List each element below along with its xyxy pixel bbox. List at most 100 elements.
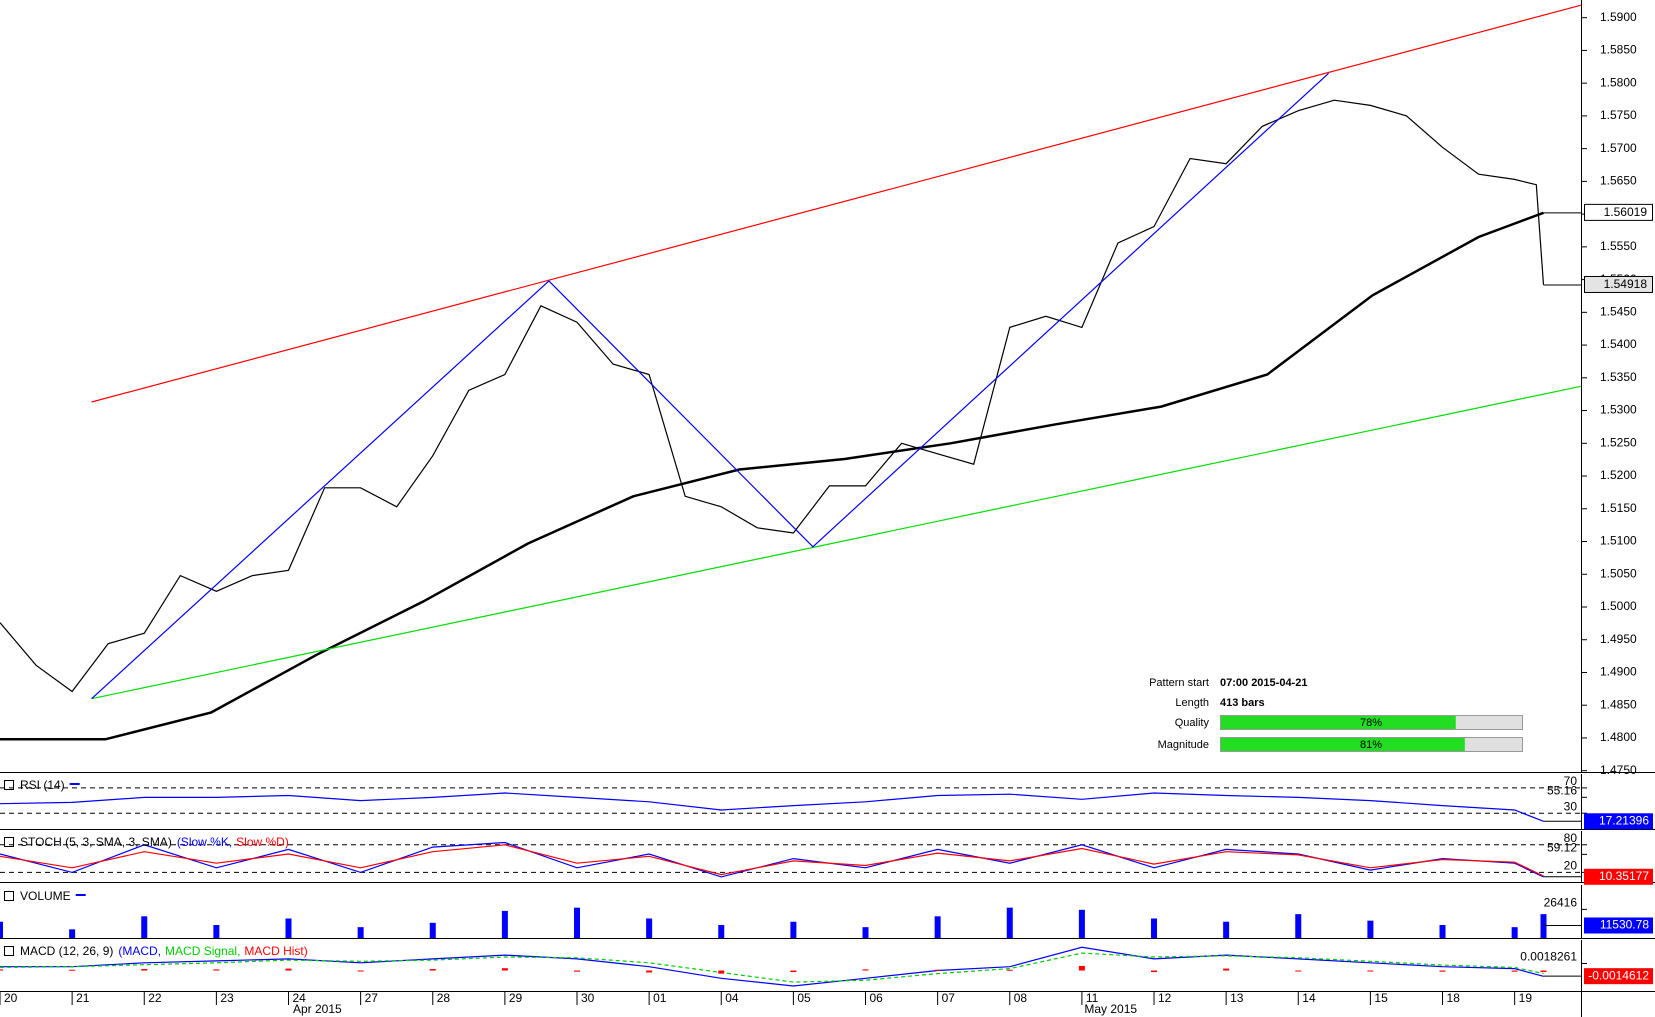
x-tick-label: 08 [1014,991,1028,1005]
y-tick-label: 70 [1564,774,1578,788]
marker-label: 11530.78 [1600,918,1649,932]
y-tick-label: 26416 [1544,896,1578,910]
bar [862,927,869,938]
legend-entry: (Slow %K, [177,835,232,849]
marker-box [1584,868,1653,885]
bar [141,916,148,938]
price-marker-label: 1.54918 [1604,277,1648,291]
bar [1439,924,1446,938]
bar [574,907,581,938]
bar [285,918,292,938]
bar [429,922,436,938]
y-tick-label: 1.4850 [1600,697,1637,711]
x-tick-label: 05 [797,991,811,1005]
marker-box [1584,813,1653,830]
y-tick-label: 1.4900 [1600,665,1637,679]
y-tick-label: 1.4950 [1600,632,1637,646]
panel-title: STOCH (5, 3, SMA, 3, SMA) [20,835,172,849]
panel-checkbox [4,891,14,901]
pattern-bar [1221,716,1456,729]
bar [501,968,508,971]
series-line [0,952,1544,983]
marker-box [1584,917,1653,934]
bar [934,969,941,971]
series-line [0,211,1544,741]
x-tick-label: 28 [437,991,451,1005]
series-line [91,72,1330,700]
panel-checkbox [4,780,14,790]
y-tick-label: 80 [1564,831,1578,845]
y-tick-label: 55.16 [1547,783,1577,797]
x-tick-label: 13 [1230,991,1244,1005]
x-tick-label: 27 [365,991,379,1005]
x-tick-label: 01 [653,991,667,1005]
pattern-label: Quality [1175,717,1210,729]
y-tick-label: 20 [1564,859,1578,873]
bar [1295,970,1302,972]
bar [790,921,797,938]
price-marker-box [1584,275,1653,293]
bar [1295,914,1302,938]
bar [1151,970,1158,973]
legend-entry: MACD Hist) [244,944,307,958]
bar [1540,970,1547,973]
bar [357,970,364,972]
bar [213,969,220,971]
y-tick-label: 1.4800 [1600,730,1637,744]
legend-entry: Slow %D) [236,835,289,849]
month-label: Apr 2015 [293,1002,342,1016]
bar [0,921,3,938]
x-tick-label: 23 [220,991,234,1005]
pattern-label: Length [1175,697,1209,709]
bar [429,968,436,971]
marker-label: 10.35177 [1599,869,1649,883]
bar [934,916,941,938]
pattern-bar [1221,738,1465,751]
x-tick-label: 24 [293,991,307,1005]
bar [1006,969,1013,971]
bar [790,970,797,973]
marker-label: 17.21396 [1599,813,1649,827]
bar [357,927,364,938]
bar [1540,914,1547,938]
bar [646,918,653,938]
y-tick-label: 1.5300 [1600,403,1637,417]
bar [69,929,76,938]
bar [1078,965,1085,971]
bar [574,970,581,972]
x-tick-label: 20 [4,991,18,1005]
bar [213,924,220,938]
y-tick-label: 1.5250 [1600,435,1637,449]
pattern-bar-label: 78% [1360,717,1382,729]
bar [1511,927,1518,938]
y-tick-label: 1.5800 [1600,75,1637,89]
y-tick-label: 1.5550 [1600,239,1637,253]
series-line [91,4,1582,403]
pattern-label: Pattern start [1149,677,1209,689]
bar [0,969,3,971]
y-tick-label: 1.5350 [1600,370,1637,384]
x-tick-label: 15 [1374,991,1388,1005]
y-tick-label: 1.5900 [1600,10,1637,24]
y-tick-label: 0.0018261 [1520,950,1577,964]
panel-checkbox [4,946,14,956]
bar [1511,970,1518,972]
y-tick-label: 1.5700 [1600,141,1637,155]
bar [501,910,508,938]
x-tick-label: 29 [509,991,523,1005]
bar [1223,921,1230,938]
pattern-value: 413 bars [1220,697,1265,709]
y-tick-label: 1.5450 [1600,305,1637,319]
panel-title: RSI (14) [20,778,65,792]
x-tick-label: 12 [1158,991,1172,1005]
x-tick-label: 22 [148,991,162,1005]
bar [285,968,292,971]
panel-title: VOLUME [20,889,71,903]
series-line [91,385,1582,700]
x-tick-label: 21 [76,991,90,1005]
y-tick-label: 1.5100 [1600,534,1637,548]
panel-checkbox [4,837,14,847]
bar [1367,920,1374,938]
